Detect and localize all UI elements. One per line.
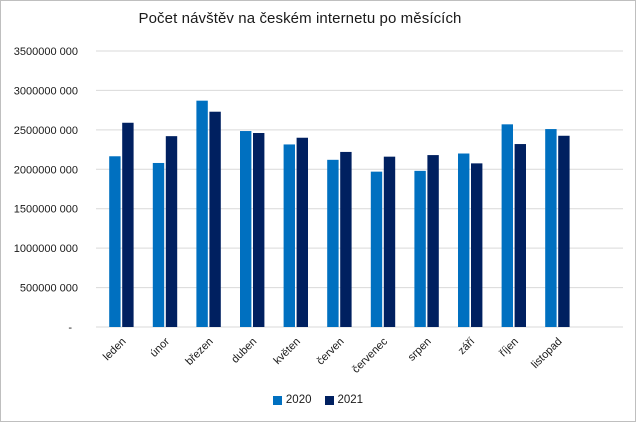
- legend-item-2021[interactable]: 2021: [324, 394, 364, 406]
- x-axis-label-leden: leden: [101, 336, 129, 364]
- x-axis-label-říjen: říjen: [497, 336, 521, 360]
- y-axis-tick-label: 2500000 000: [14, 125, 78, 137]
- bar-2021-leden[interactable]: [122, 122, 134, 328]
- bar-2021-květen[interactable]: [296, 137, 308, 327]
- y-axis-tick-label: 2000000 000: [14, 164, 78, 176]
- bar-2020-duben[interactable]: [240, 131, 252, 327]
- bar-2020-říjen[interactable]: [501, 124, 513, 327]
- bar-2020-červen[interactable]: [327, 159, 339, 327]
- bar-2020-květen[interactable]: [283, 144, 295, 327]
- bar-2020-červenec[interactable]: [370, 171, 383, 327]
- y-axis-tick-label: 500000 000: [20, 283, 78, 295]
- bar-2021-září[interactable]: [471, 163, 483, 327]
- bar-2020-září[interactable]: [458, 153, 470, 327]
- bar-2020-srpen[interactable]: [414, 170, 426, 327]
- y-axis-tick-label: 1000000 000: [14, 243, 78, 255]
- y-axis-tick-label: 3000000 000: [14, 85, 78, 97]
- x-axis-label-květen: květen: [272, 336, 303, 367]
- bar-2021-duben[interactable]: [253, 133, 265, 327]
- x-axis-label-září: září: [456, 336, 477, 357]
- bar-2021-únor[interactable]: [165, 136, 178, 327]
- x-axis-label-srpen: srpen: [406, 336, 434, 364]
- x-axis-label-červen: červen: [315, 336, 347, 368]
- legend-label: 2021: [337, 394, 364, 406]
- x-axis-label-listopad: listopad: [529, 336, 564, 371]
- legend-item-2020[interactable]: 2020: [272, 394, 312, 406]
- bar-2020-listopad[interactable]: [545, 129, 557, 327]
- bar-2020-únor[interactable]: [152, 162, 165, 327]
- bar-2021-březen[interactable]: [209, 111, 221, 328]
- bar-2021-červen[interactable]: [340, 151, 352, 327]
- y-axis-tick-label: 3500000 000: [14, 46, 78, 58]
- legend-swatch-2021: [324, 395, 334, 405]
- bar-2020-březen[interactable]: [196, 100, 208, 327]
- x-axis-label-únor: únor: [148, 335, 172, 359]
- bar-2021-říjen[interactable]: [514, 144, 526, 327]
- y-axis-tick-label: -: [68, 322, 72, 334]
- x-axis-label-březen: březen: [183, 336, 215, 368]
- chart-title: Počet návštěv na českém internetu po měs…: [138, 10, 462, 27]
- legend-swatch-2020: [272, 395, 282, 405]
- x-axis-label-červenec: červenec: [350, 335, 390, 375]
- bar-2021-srpen[interactable]: [427, 155, 439, 327]
- legend: 2020 2021: [1, 394, 635, 406]
- bar-2021-červenec[interactable]: [383, 156, 396, 327]
- bar-2021-listopad[interactable]: [558, 135, 570, 327]
- bar-2020-leden[interactable]: [109, 156, 121, 327]
- legend-label: 2020: [285, 394, 312, 406]
- x-axis-label-duben: duben: [229, 336, 259, 366]
- y-axis-tick-label: 1500000 000: [14, 204, 78, 216]
